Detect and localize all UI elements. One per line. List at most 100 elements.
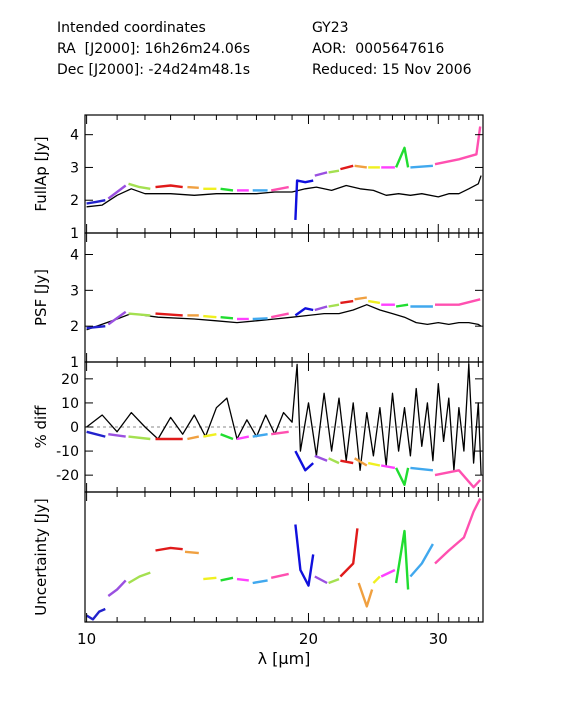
series-line — [339, 528, 359, 578]
series-line — [220, 576, 234, 582]
series-line — [236, 577, 249, 582]
series-line — [220, 316, 234, 320]
series-line — [395, 467, 410, 486]
series-line — [314, 575, 328, 585]
header-right-line-2: AOR: 0005647616 — [312, 41, 445, 57]
series-line — [155, 312, 183, 317]
y-tick-label: 3 — [70, 160, 79, 176]
series-line — [294, 179, 314, 220]
series-line — [328, 577, 340, 585]
series-line — [252, 317, 268, 321]
series-line — [107, 579, 127, 597]
series-line — [340, 299, 354, 305]
y-tick-label: 1 — [70, 226, 79, 242]
series-line — [353, 457, 368, 467]
series-line — [86, 304, 482, 331]
series-line — [271, 430, 289, 436]
y-axis-label: FullAp [Jy] — [32, 136, 50, 211]
series-line — [270, 572, 289, 579]
series-line — [328, 169, 340, 174]
series-line — [434, 497, 482, 565]
series-line — [394, 529, 410, 590]
y-tick-label: 2 — [70, 193, 79, 209]
series-line — [236, 435, 250, 441]
x-tick-label: 30 — [429, 630, 448, 648]
series-line — [127, 571, 151, 585]
y-tick-label: -20 — [56, 468, 79, 484]
x-tick-label: 20 — [299, 630, 318, 648]
series-line — [128, 182, 151, 190]
series-line — [395, 303, 409, 308]
series-line — [394, 146, 410, 168]
y-tick-label: 3 — [70, 283, 79, 299]
series-line — [86, 325, 106, 330]
series-line — [410, 466, 434, 472]
series-line — [155, 184, 183, 189]
series-line — [203, 314, 217, 319]
header-right-line-3: Reduced: 15 Nov 2006 — [312, 62, 472, 78]
x-tick-label: 10 — [77, 630, 96, 648]
series-line — [86, 199, 106, 205]
y-axis-label: % diff — [32, 405, 50, 449]
y-axis-label: Uncertainty [Jy] — [32, 498, 50, 615]
y-tick-label: 1 — [70, 355, 79, 371]
y-tick-label: 20 — [61, 372, 79, 388]
series-line — [294, 524, 315, 587]
series-line — [294, 450, 315, 472]
y-tick-label: 10 — [61, 396, 79, 412]
x-axis-label: λ [μm] — [258, 649, 311, 668]
panel-frame — [84, 114, 484, 234]
series-line — [354, 164, 367, 169]
series-line — [252, 579, 268, 585]
series-line — [85, 607, 106, 621]
header-left-line-3: Dec [J2000]: -24d24m48.1s — [57, 62, 251, 78]
y-tick-label: 4 — [70, 128, 79, 144]
series-line — [435, 298, 481, 306]
series-line — [357, 582, 374, 608]
series-line — [354, 296, 367, 301]
y-tick-label: 2 — [70, 319, 79, 335]
series-line — [294, 307, 314, 317]
series-line — [184, 550, 199, 555]
header: Intended coordinates RA [J2000]: 16h26m2… — [0, 0, 566, 100]
series-line — [328, 457, 340, 465]
series-line — [328, 303, 340, 308]
panel-frame — [84, 491, 484, 623]
header-right-line-1: GY23 — [312, 20, 349, 36]
series-line — [368, 299, 381, 305]
series-line — [203, 433, 217, 438]
series-line — [187, 185, 199, 189]
y-tick-label: 4 — [70, 248, 79, 264]
series-line — [434, 126, 482, 166]
series-line — [107, 310, 127, 326]
series-line — [128, 312, 151, 317]
series-line — [220, 433, 234, 441]
series-line — [128, 435, 151, 441]
series-line — [340, 164, 354, 171]
y-axis-label: PSF [Jy] — [32, 269, 50, 326]
series-line — [220, 187, 234, 192]
series-line — [372, 575, 381, 584]
panel-frame — [84, 232, 484, 363]
series-line — [434, 469, 482, 489]
series-line — [86, 175, 482, 208]
series-line — [314, 171, 328, 177]
series-line — [107, 184, 127, 200]
series-line — [409, 543, 434, 578]
header-left-line-2: RA [J2000]: 16h26m24.06s — [57, 41, 250, 57]
series-line — [108, 433, 126, 438]
series-line — [86, 363, 482, 476]
series-line — [86, 430, 106, 438]
header-left-line-1: Intended coordinates — [57, 20, 206, 36]
series-line — [155, 546, 183, 552]
series-line — [367, 461, 381, 467]
series-line — [270, 185, 289, 192]
series-line — [270, 312, 289, 319]
series-line — [340, 459, 354, 465]
series-line — [187, 435, 200, 441]
y-tick-label: -10 — [56, 444, 79, 460]
y-tick-label: 0 — [70, 420, 79, 436]
series-line — [380, 568, 396, 578]
series-line — [203, 576, 217, 581]
